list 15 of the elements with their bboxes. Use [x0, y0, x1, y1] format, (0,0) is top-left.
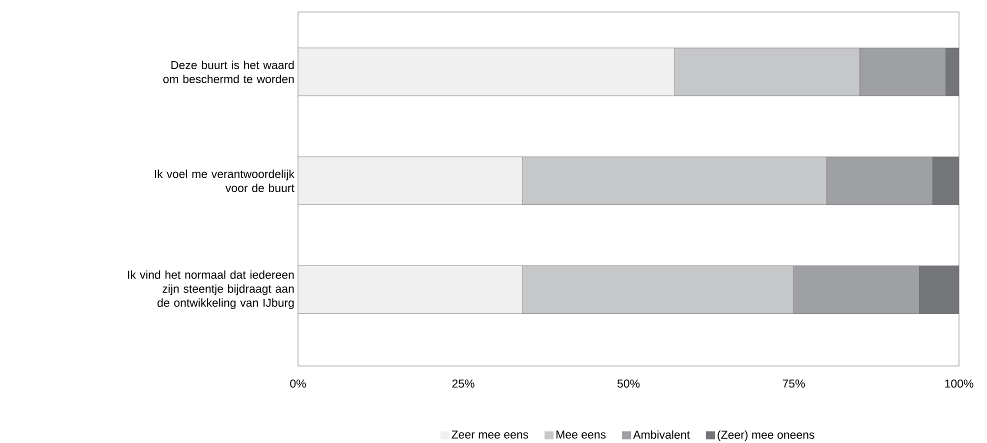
bar	[298, 48, 675, 96]
legend-label: (Zeer) mee oneens	[718, 430, 814, 442]
x-tick-label: 75%	[782, 380, 805, 388]
x-tick-label: 50%	[617, 380, 640, 388]
x-tick-label: 0%	[290, 380, 306, 388]
legend-label: Ambivalent	[633, 430, 690, 439]
y-tick-label: Deze buurt is het waard om beschermd te worden	[163, 60, 294, 84]
bar	[298, 266, 523, 314]
legend-label: Zeer mee eens	[452, 430, 528, 439]
legend-label: Mee eens	[556, 430, 606, 439]
y-tick-label: Ik voel me verantwoordelijk voor de buurt	[154, 170, 294, 192]
bar	[298, 156, 523, 205]
y-tick-label: Ik vind het normaal dat iedereen zijn steentje bijdraagt aan de ontwikkeling van IJburg	[128, 270, 294, 310]
x-tick-label: 100%	[945, 380, 974, 388]
x-tick-label: 25%	[452, 380, 474, 388]
